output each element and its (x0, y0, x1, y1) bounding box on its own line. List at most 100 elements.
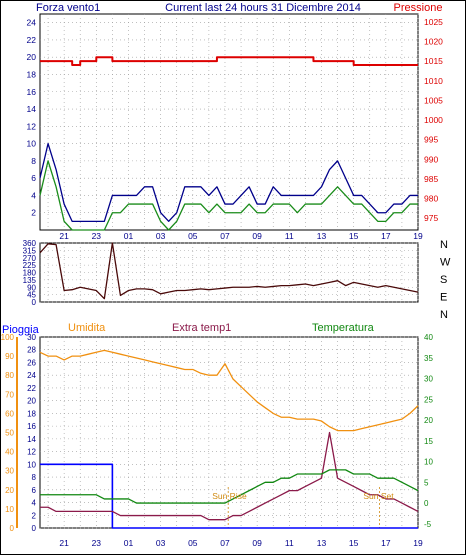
axis-ticks: 2121232301010303050507070909111113131515… (1, 17, 451, 548)
legend-rain: Pioggia (2, 324, 40, 336)
y-tick-label-direction: 90 (27, 283, 36, 292)
y-tick-label-rain: 6 (32, 486, 37, 495)
y-tick-label-humidity: 100 (1, 333, 15, 342)
direction-series-0 (39, 242, 419, 300)
y-tick-label-rain: 30 (27, 333, 36, 342)
series (39, 56, 419, 529)
y-tick-label-humidity: 20 (5, 486, 14, 495)
x-tick-label-climate: 13 (317, 538, 327, 548)
y-tick-label-humidity: 10 (5, 505, 14, 514)
y-tick-label-rain: 26 (27, 358, 36, 367)
y-tick-label-direction: 270 (23, 254, 37, 263)
climate-series-1 (39, 349, 419, 432)
y-tick-label-wind: 12 (27, 121, 37, 131)
x-tick-label-wind: 17 (381, 231, 391, 241)
y-tick-label-humidity: 80 (5, 371, 14, 380)
compass-label: N (440, 309, 448, 321)
pressure-axis-title: Pressione (394, 2, 443, 14)
x-tick-label-wind: 01 (124, 231, 134, 241)
y-tick-label-wind: 20 (27, 52, 37, 62)
x-tick-label-wind: 21 (59, 231, 69, 241)
x-tick-label-climate: 15 (349, 538, 359, 548)
legend-temperature: Temperatura (312, 322, 375, 334)
y-tick-label-temperature: 5 (424, 478, 429, 487)
wind-axis-title: Forza vento1 (36, 2, 100, 14)
y-tick-label-wind: 4 (31, 190, 36, 200)
y-tick-label-pressure: 990 (424, 154, 438, 164)
x-tick-label-climate: 01 (124, 538, 134, 548)
y-tick-label-wind: 18 (27, 69, 37, 79)
y-tick-label-direction: 180 (23, 269, 37, 278)
x-tick-label-climate: 05 (188, 538, 198, 548)
gridlines (40, 14, 419, 529)
legend-extra-temp: Extra temp1 (172, 322, 231, 334)
climate-series-3 (40, 469, 419, 504)
y-tick-label-humidity: 50 (5, 429, 14, 438)
y-tick-label-pressure: 975 (424, 213, 438, 223)
y-tick-label-temperature: 25 (424, 395, 433, 404)
y-tick-label-rain: 14 (27, 435, 36, 444)
y-tick-label-rain: 24 (27, 371, 36, 380)
y-tick-label-pressure: 1010 (424, 76, 443, 86)
y-tick-label-direction: 135 (23, 276, 37, 285)
y-tick-label-pressure: 1015 (424, 56, 443, 66)
y-tick-label-humidity: 30 (5, 467, 14, 476)
wind-series-1 (39, 160, 418, 231)
y-tick-label-rain: 4 (32, 499, 37, 508)
y-tick-label-humidity: 40 (5, 448, 14, 457)
y-tick-label-wind: 2 (31, 208, 36, 218)
y-tick-label-wind: 6 (31, 173, 36, 183)
climate-series-0 (40, 463, 418, 529)
y-tick-label-pressure: 995 (424, 135, 438, 145)
y-tick-label-direction: 315 (23, 246, 37, 255)
x-tick-label-climate: 23 (92, 538, 102, 548)
y-tick-label-rain: 18 (27, 409, 36, 418)
compass-label: N (440, 239, 448, 251)
y-tick-label-wind: 22 (27, 35, 37, 45)
y-tick-label-direction: 45 (27, 291, 36, 300)
y-tick-label-rain: 8 (32, 473, 37, 482)
y-tick-label-rain: 16 (27, 422, 36, 431)
climate-series-2 (40, 431, 419, 521)
x-tick-label-wind: 23 (92, 231, 102, 241)
y-tick-label-pressure: 980 (424, 194, 438, 204)
y-tick-label-temperature: 20 (424, 416, 433, 425)
y-tick-label-rain: 10 (27, 460, 36, 469)
y-tick-label-temperature: 15 (424, 437, 433, 446)
x-tick-label-wind: 05 (188, 231, 198, 241)
y-tick-label-rain: 28 (27, 346, 36, 355)
x-tick-label-wind: 03 (156, 231, 166, 241)
x-tick-label-wind: 09 (252, 231, 262, 241)
y-tick-label-rain: 20 (27, 397, 36, 406)
y-tick-label-wind: 8 (31, 156, 36, 166)
x-tick-label-climate: 07 (220, 538, 230, 548)
x-tick-label-wind: 07 (220, 231, 230, 241)
y-tick-label-wind: 14 (27, 104, 37, 114)
x-tick-label-wind: 13 (317, 231, 327, 241)
sun-marker-label: Sun Rise (212, 491, 247, 501)
y-tick-label-pressure: 1020 (424, 36, 443, 46)
y-tick-label-temperature: 10 (424, 458, 433, 467)
sun-marker-label: Sun Set (363, 491, 394, 501)
y-tick-label-temperature: 40 (424, 333, 433, 342)
y-tick-label-temperature: 35 (424, 354, 433, 363)
y-tick-label-direction: 360 (23, 239, 37, 248)
y-tick-label-rain: 12 (27, 448, 36, 457)
y-tick-label-pressure: 1005 (424, 95, 443, 105)
y-tick-label-wind: 10 (27, 139, 37, 149)
x-tick-label-climate: 03 (156, 538, 166, 548)
compass-label: W (440, 257, 451, 269)
compass-label: E (440, 292, 447, 304)
y-tick-label-humidity: 0 (10, 524, 15, 533)
y-tick-label-rain: 2 (32, 511, 37, 520)
x-tick-label-climate: 17 (381, 538, 391, 548)
y-tick-label-rain: 0 (32, 524, 37, 533)
x-tick-label-climate: 19 (413, 538, 423, 548)
x-tick-label-wind: 11 (285, 231, 294, 241)
x-tick-label-wind: 15 (349, 231, 359, 241)
y-tick-label-humidity: 70 (5, 390, 14, 399)
y-tick-label-humidity: 60 (5, 409, 14, 418)
